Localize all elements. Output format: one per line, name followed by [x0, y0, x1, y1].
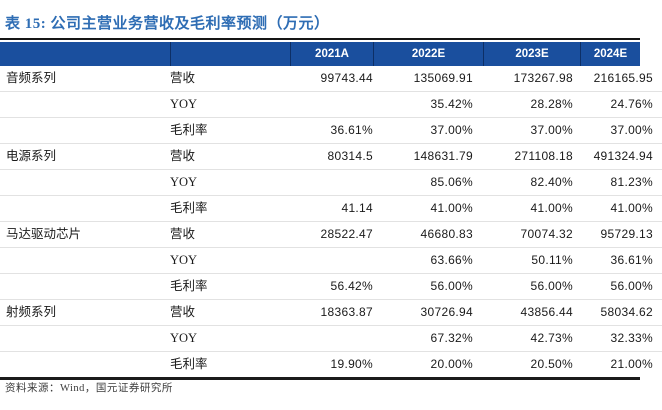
- table-row: 毛利率 36.61% 37.00% 37.00% 37.00%: [0, 118, 662, 144]
- table-row: YOY 35.42% 28.28% 24.76%: [0, 92, 662, 118]
- value-2023E: 82.40%: [530, 175, 573, 189]
- table-row: 射频系列 营收 18363.87 30726.94 43856.44 58034…: [0, 300, 662, 326]
- value-2024E: 24.76%: [610, 97, 653, 111]
- value-2022E: 85.06%: [430, 175, 473, 189]
- metric-label: 毛利率: [170, 123, 208, 137]
- value-2024E: 491324.94: [593, 149, 653, 163]
- value-2023E: 173267.98: [513, 71, 573, 85]
- value-2023E: 70074.32: [520, 227, 573, 241]
- value-2022E: 148631.79: [413, 149, 473, 163]
- table-row: YOY 67.32% 42.73% 32.33%: [0, 326, 662, 352]
- metric-label: 毛利率: [170, 279, 208, 293]
- table-header-row: 2021A 2022E 2023E 2024E: [0, 42, 640, 66]
- table-row: 音频系列 营收 99743.44 135069.91 173267.98 216…: [0, 66, 662, 92]
- value-2023E: 20.50%: [530, 357, 573, 371]
- table-title: 表 15: 公司主营业务营收及毛利率预测（万元）: [5, 16, 330, 32]
- value-2021A: 80314.5: [327, 149, 373, 163]
- series-name: 电源系列: [6, 149, 57, 163]
- value-2024E: 41.00%: [610, 201, 653, 215]
- metric-label: 营收: [170, 149, 196, 163]
- value-2024E: 56.00%: [610, 279, 653, 293]
- value-2021A: 56.42%: [330, 279, 373, 293]
- value-2024E: 81.23%: [610, 175, 653, 189]
- series-name: 音频系列: [6, 71, 57, 85]
- header-cell-2023E: 2023E: [483, 42, 580, 66]
- table-row: 马达驱动芯片 营收 28522.47 46680.83 70074.32 957…: [0, 222, 662, 248]
- value-2021A: 36.61%: [330, 123, 373, 137]
- header-cell-2024E: 2024E: [580, 42, 640, 66]
- header-cell-2022E: 2022E: [373, 42, 483, 66]
- metric-label: YOY: [170, 175, 198, 189]
- value-2021A: [290, 170, 373, 195]
- metric-label: 营收: [170, 71, 196, 85]
- value-2022E: 63.66%: [430, 253, 473, 267]
- value-2022E: 41.00%: [430, 201, 473, 215]
- table-row: YOY 85.06% 82.40% 81.23%: [0, 170, 662, 196]
- table-bottom-rule: [0, 377, 640, 380]
- value-2022E: 135069.91: [413, 71, 473, 85]
- value-2021A: [290, 326, 373, 351]
- metric-label: YOY: [170, 331, 198, 345]
- table-row: YOY 63.66% 50.11% 36.61%: [0, 248, 662, 274]
- data-source-note: 资料来源：Wind，国元证券研究所: [5, 383, 173, 394]
- value-2021A: 18363.87: [320, 305, 373, 319]
- value-2023E: 41.00%: [530, 201, 573, 215]
- value-2024E: 32.33%: [610, 331, 653, 345]
- value-2022E: 46680.83: [420, 227, 473, 241]
- value-2023E: 271108.18: [514, 149, 573, 163]
- value-2022E: 35.42%: [430, 97, 473, 111]
- table-body: 音频系列 营收 99743.44 135069.91 173267.98 216…: [0, 66, 662, 377]
- forecast-table: 2021A 2022E 2023E 2024E 音频系列 营收 99743.44…: [0, 38, 662, 380]
- value-2023E: 37.00%: [530, 123, 573, 137]
- value-2023E: 50.11%: [531, 253, 573, 267]
- series-name: [0, 170, 170, 195]
- value-2021A: 28522.47: [320, 227, 373, 241]
- value-2021A: 41.14: [341, 201, 373, 215]
- metric-label: 营收: [170, 227, 196, 241]
- value-2022E: 30726.94: [420, 305, 473, 319]
- value-2021A: [290, 92, 373, 117]
- value-2024E: 95729.13: [600, 227, 653, 241]
- value-2021A: 99743.44: [320, 71, 373, 85]
- series-name: [0, 274, 170, 299]
- table-top-rule: [0, 38, 640, 40]
- header-cell-metric: [170, 42, 290, 66]
- value-2022E: 56.00%: [430, 279, 473, 293]
- value-2024E: 216165.95: [593, 71, 653, 85]
- value-2023E: 56.00%: [530, 279, 573, 293]
- value-2024E: 58034.62: [600, 305, 653, 319]
- series-name: [0, 118, 170, 143]
- series-name: [0, 196, 170, 221]
- table-row: 毛利率 56.42% 56.00% 56.00% 56.00%: [0, 274, 662, 300]
- metric-label: 毛利率: [170, 201, 208, 215]
- value-2023E: 43856.44: [520, 305, 573, 319]
- header-cell-2021A: 2021A: [290, 42, 373, 66]
- value-2023E: 42.73%: [530, 331, 573, 345]
- value-2024E: 21.00%: [610, 357, 653, 371]
- metric-label: YOY: [170, 97, 198, 111]
- value-2021A: [290, 248, 373, 273]
- series-name: [0, 352, 170, 377]
- metric-label: 毛利率: [170, 357, 208, 371]
- metric-label: 营收: [170, 305, 196, 319]
- metric-label: YOY: [170, 253, 198, 267]
- series-name: [0, 248, 170, 273]
- series-name: 射频系列: [6, 305, 57, 319]
- table-row: 毛利率 41.14 41.00% 41.00% 41.00%: [0, 196, 662, 222]
- value-2021A: 19.90%: [330, 357, 373, 371]
- series-name: [0, 92, 170, 117]
- table-row: 毛利率 19.90% 20.00% 20.50% 21.00%: [0, 352, 662, 377]
- value-2022E: 67.32%: [430, 331, 473, 345]
- header-cell-series: [0, 42, 170, 66]
- value-2022E: 20.00%: [430, 357, 473, 371]
- table-row: 电源系列 营收 80314.5 148631.79 271108.18 4913…: [0, 144, 662, 170]
- value-2024E: 37.00%: [610, 123, 653, 137]
- value-2024E: 36.61%: [610, 253, 653, 267]
- value-2022E: 37.00%: [430, 123, 473, 137]
- value-2023E: 28.28%: [530, 97, 573, 111]
- series-name: [0, 326, 170, 351]
- series-name: 马达驱动芯片: [6, 227, 82, 241]
